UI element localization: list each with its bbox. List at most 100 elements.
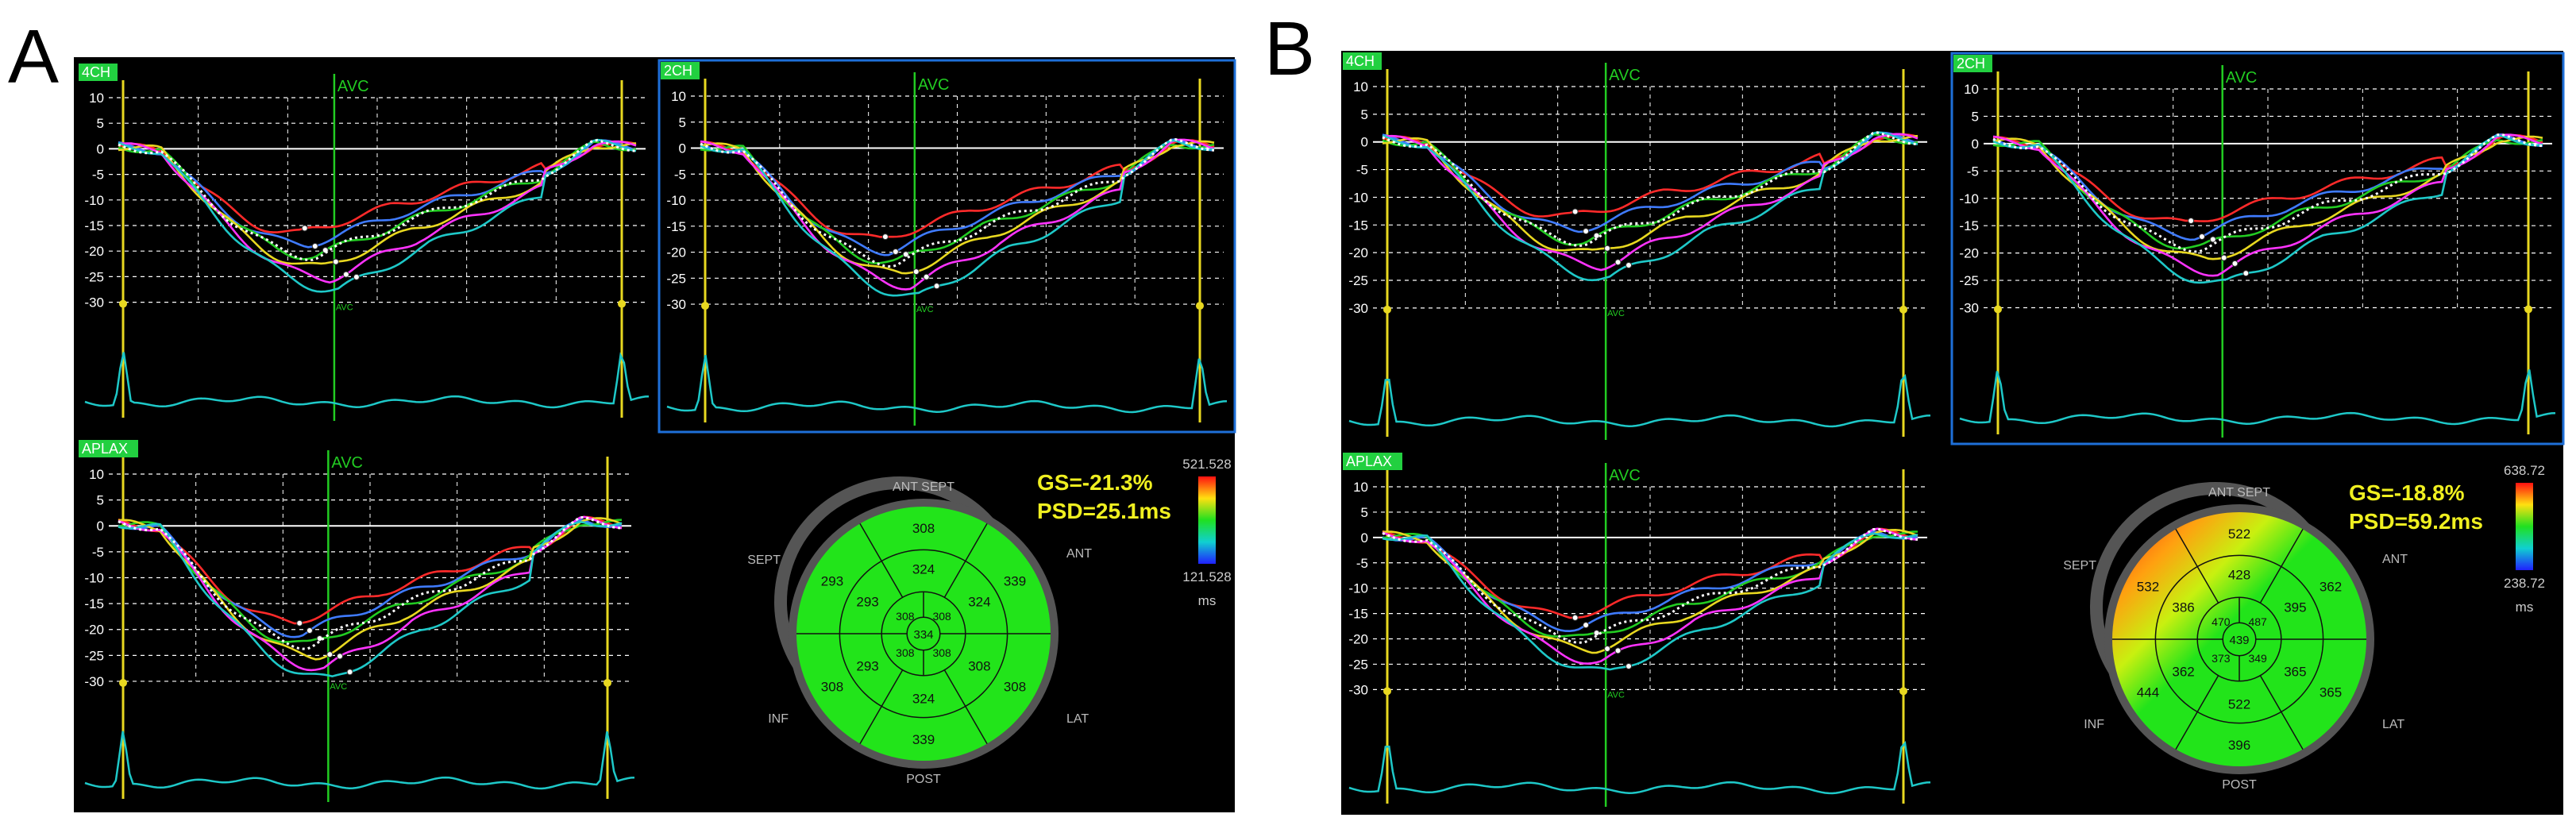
panel-a-bullseye: 308 339 308 339 308 293 324 324 308 324 293 293 308 3…: [747, 457, 1232, 786]
y-tick-label: 5: [1361, 505, 1368, 520]
peak-strain-marker: [933, 283, 940, 290]
avc-label: AVC: [1609, 67, 1641, 84]
y-tick-label: 5: [97, 116, 104, 131]
y-tick-label: -5: [1356, 163, 1368, 178]
peak-strain-marker: [301, 225, 308, 232]
segment-value: 373: [2212, 652, 2231, 665]
segment-divider: [859, 669, 904, 744]
segment-value: 339: [1004, 574, 1026, 589]
segment-value: 293: [821, 574, 843, 589]
y-tick-label: -20: [666, 245, 686, 260]
y-tick-label: -15: [84, 218, 104, 233]
y-tick-label: 10: [1964, 82, 1979, 97]
peak-strain-marker: [326, 651, 334, 658]
panel-a-4ch-view: 10 5 0 -5 -10 -15 -20 -25 -30 AVC AVC 4CH: [79, 64, 650, 421]
wall-label-ant-sept: ANT SEPT: [893, 480, 954, 494]
peak-strain-marker: [332, 258, 339, 265]
y-tick-label: 10: [1353, 480, 1368, 495]
peak-strain-marker: [296, 619, 303, 627]
segment-value: 308: [932, 610, 951, 623]
figure-label-a: A: [8, 14, 59, 99]
y-tick-label: -30: [84, 674, 104, 689]
ecg-trace: [84, 352, 650, 409]
wall-label-post: POST: [906, 773, 941, 786]
segment-strain-curve: [1382, 133, 1919, 272]
peak-strain-marker: [1593, 232, 1600, 239]
y-tick-label: -20: [1959, 246, 1979, 261]
y-tick-label: -15: [84, 596, 104, 611]
y-tick-label: 5: [1972, 109, 1979, 124]
ecg-trace: [1959, 369, 2556, 426]
peak-strain-marker: [336, 653, 343, 660]
segment-value: 308: [821, 679, 843, 694]
avc-label: AVC: [918, 76, 950, 94]
avc-small-label: AVC: [1607, 690, 1625, 700]
peak-strain-marker: [1614, 259, 1622, 266]
scale-unit-label: ms: [1198, 593, 1217, 608]
peak-strain-marker: [1604, 245, 1611, 252]
y-tick-label: -20: [84, 244, 104, 259]
segment-value: 470: [2212, 615, 2231, 628]
view-tag-background: [1953, 55, 1992, 72]
selected-view-frame: [1950, 52, 2565, 445]
y-tick-label: -15: [1959, 218, 1979, 233]
y-tick-label: -20: [1348, 632, 1368, 647]
peak-strain-marker: [902, 251, 909, 258]
color-scale-bar: [1198, 476, 1216, 564]
peak-strain-marker: [306, 627, 313, 634]
segment-divider: [2175, 675, 2219, 750]
peak-strain-marker: [1571, 614, 1579, 621]
peak-strain-marker: [2231, 260, 2239, 267]
avc-small-label: AVC: [330, 682, 347, 692]
segment-divider: [859, 523, 904, 598]
y-tick-label: -25: [1348, 273, 1368, 288]
figure-label-b: B: [1264, 6, 1315, 91]
segment-strain-curve: [1382, 131, 1919, 233]
peak-strain-marker: [1583, 228, 1590, 235]
peak-strain-marker: [2198, 233, 2205, 240]
y-tick-label: -25: [1348, 657, 1368, 672]
y-tick-label: -15: [1348, 218, 1368, 233]
segment-strain-curve: [118, 140, 637, 284]
peak-strain-marker: [353, 273, 360, 280]
y-tick-label: -5: [1356, 556, 1368, 571]
view-tag: 2CH: [664, 63, 692, 79]
frame-marker-dot: [119, 299, 127, 308]
segment-divider: [2259, 529, 2304, 604]
view-tag: APLAX: [82, 441, 128, 457]
y-tick-label: 0: [1972, 137, 1979, 152]
y-tick-label: 0: [1361, 530, 1368, 546]
panel-a-background: [74, 57, 1235, 812]
y-tick-label: -30: [84, 295, 104, 310]
avc-label: AVC: [331, 454, 363, 472]
segment-value: 308: [968, 659, 990, 674]
peak-strain-marker: [346, 669, 353, 676]
wall-label-sept: SEPT: [747, 553, 781, 567]
y-tick-label: -10: [84, 570, 104, 585]
y-tick-label: -30: [666, 297, 686, 312]
peak-strain-marker: [1593, 630, 1600, 637]
y-tick-label: -10: [1348, 190, 1368, 205]
view-tag: APLAX: [1346, 453, 1392, 469]
segment-value: 428: [2228, 568, 2250, 583]
segment-value: 324: [912, 691, 935, 706]
apex-value: 334: [913, 628, 933, 642]
peak-strain-marker: [1604, 646, 1611, 653]
frame-marker-dot: [2524, 305, 2532, 314]
wall-label-inf: INF: [2084, 718, 2104, 731]
segment-value: 522: [2228, 696, 2250, 712]
scale-min-label: 238.72: [2504, 576, 2545, 591]
segment-value: 308: [1004, 679, 1026, 694]
segment-divider: [943, 523, 988, 598]
wall-label-ant: ANT: [1066, 547, 1092, 561]
ecg-trace: [84, 731, 635, 790]
y-tick-label: -10: [1959, 191, 1979, 206]
view-tag: 4CH: [1346, 53, 1375, 69]
y-tick-label: -25: [84, 269, 104, 284]
peak-strain-marker: [2220, 254, 2227, 261]
peak-strain-marker: [2242, 270, 2250, 277]
wall-label-lat: LAT: [2382, 718, 2404, 731]
y-tick-label: -30: [1348, 682, 1368, 697]
color-scale-bar: [2516, 483, 2533, 570]
peak-strain-marker: [311, 242, 318, 249]
